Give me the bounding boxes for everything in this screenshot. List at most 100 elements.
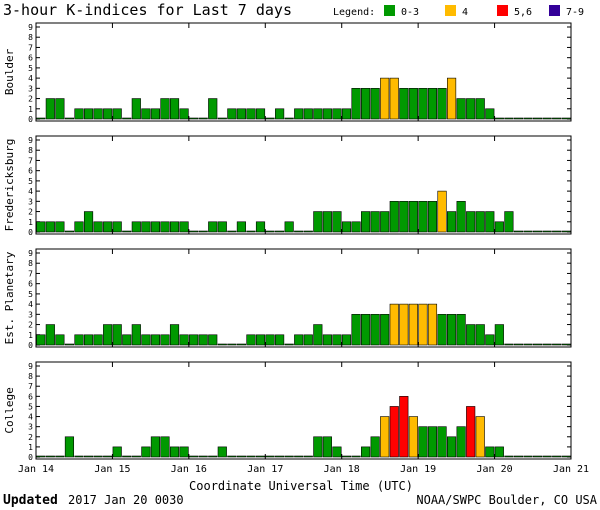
kindex-bar <box>303 230 313 233</box>
panel-label: College <box>3 387 16 433</box>
kindex-bar <box>36 334 46 346</box>
y-tick-label: 5 <box>28 64 33 73</box>
kindex-bar <box>74 455 84 458</box>
kindex-bar <box>561 117 571 120</box>
legend-text-5-6: 5,6 <box>514 7 532 18</box>
y-tick-label: 0 <box>28 453 33 462</box>
kindex-bar <box>227 230 237 233</box>
kindex-bar <box>217 221 227 233</box>
kindex-bar <box>466 211 476 233</box>
kindex-bar <box>494 117 504 120</box>
kindex-bar <box>284 455 294 458</box>
panels: 0123456789Boulder0123456789Fredericksbur… <box>3 22 572 462</box>
y-tick-label: 5 <box>28 177 33 186</box>
y-tick-label: 5 <box>28 402 33 411</box>
kindex-bar <box>179 221 189 233</box>
kindex-bar <box>36 221 46 233</box>
kindex-bar <box>45 455 55 458</box>
kindex-bar <box>198 230 208 233</box>
kindex-bar <box>189 334 199 346</box>
kindex-bar <box>179 446 189 458</box>
kindex-bar <box>399 201 409 233</box>
legend-swatch-5-6 <box>497 5 508 16</box>
kindex-bar <box>112 446 122 458</box>
kindex-bar <box>294 108 304 120</box>
kindex-bar <box>255 108 266 120</box>
kindex-bar <box>227 108 237 120</box>
y-tick-label: 3 <box>28 197 33 206</box>
kindex-bar <box>284 343 294 346</box>
kindex-bar <box>437 314 447 346</box>
panel-label: Est. Planetary <box>3 251 16 344</box>
kindex-bar <box>189 230 199 233</box>
kindex-bar <box>408 303 418 346</box>
kindex-bar <box>361 314 371 346</box>
kindex-bar <box>83 334 94 346</box>
kindex-bar <box>169 324 180 346</box>
legend-swatch-0-3 <box>384 5 395 16</box>
kindex-bar <box>447 211 457 233</box>
x-tick-label: Jan 18 <box>324 464 360 475</box>
kindex-bar <box>380 416 390 458</box>
kindex-bar <box>131 221 141 233</box>
panel-label: Boulder <box>3 48 16 95</box>
legend-label: Legend: <box>333 7 375 18</box>
updated-value: 2017 Jan 20 0030 <box>68 493 184 507</box>
y-tick-label: 1 <box>28 443 33 452</box>
y-tick-label: 2 <box>28 208 33 217</box>
y-tick-label: 6 <box>28 392 33 401</box>
x-tick-label: Jan 16 <box>171 464 207 475</box>
kindex-bar <box>227 455 237 458</box>
kindex-bar <box>447 436 457 458</box>
kindex-bar <box>294 455 304 458</box>
kindex-bar <box>437 88 447 120</box>
legend: Legend: 0-3 4 5,6 7-9 <box>333 5 584 18</box>
kindex-bar <box>542 343 552 346</box>
kindex-bar <box>217 117 227 120</box>
x-tick-label: Jan 14 <box>18 464 54 475</box>
kindex-bar <box>427 201 438 233</box>
kindex-bar <box>160 436 170 458</box>
kindex-bar <box>475 98 485 120</box>
kindex-bar <box>141 108 151 120</box>
x-tick-label: Jan 21 <box>553 464 589 475</box>
kindex-bar <box>523 343 533 346</box>
legend-swatch-7-9 <box>549 5 560 16</box>
kindex-bar <box>275 108 285 120</box>
y-tick-label: 4 <box>28 300 33 309</box>
kindex-bar <box>265 230 275 233</box>
kindex-bar <box>141 221 151 233</box>
credit-text: NOAA/SWPC Boulder, CO USA <box>416 493 597 507</box>
kindex-bar <box>93 455 103 458</box>
kindex-bar <box>93 221 103 233</box>
legend-swatch-4 <box>445 5 456 16</box>
kindex-bar <box>236 221 246 233</box>
kindex-bar <box>418 303 428 346</box>
kindex-bar <box>198 455 208 458</box>
kindex-bar <box>332 334 342 346</box>
kindex-bar <box>313 436 323 458</box>
kindex-bar <box>361 88 371 120</box>
y-tick-label: 4 <box>28 74 33 83</box>
kindex-bar <box>246 108 256 120</box>
y-tick-label: 8 <box>28 33 33 42</box>
kindex-bar <box>389 77 399 120</box>
kindex-bar <box>408 416 418 458</box>
y-tick-label: 4 <box>28 413 33 422</box>
kindex-bar <box>236 108 246 120</box>
kindex-bar <box>265 334 275 346</box>
y-tick-label: 4 <box>28 187 33 196</box>
kindex-bar <box>475 416 485 458</box>
kindex-bar <box>227 343 237 346</box>
kindex-bar <box>55 334 65 346</box>
y-tick-label: 8 <box>28 146 33 155</box>
kindex-bar <box>122 455 132 458</box>
kindex-bar <box>418 88 428 120</box>
kindex-bar <box>418 201 428 233</box>
kindex-bar <box>236 455 246 458</box>
kindex-bar <box>83 455 94 458</box>
y-tick-label: 6 <box>28 280 33 289</box>
kindex-bar <box>208 455 218 458</box>
kindex-bar <box>189 117 199 120</box>
